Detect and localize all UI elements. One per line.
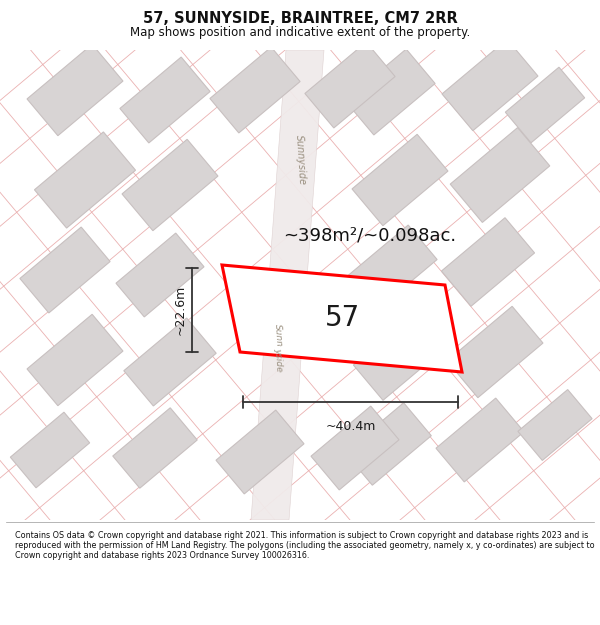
Polygon shape <box>447 306 543 398</box>
Polygon shape <box>210 47 300 133</box>
Polygon shape <box>122 139 218 231</box>
Polygon shape <box>116 233 204 317</box>
Polygon shape <box>305 42 395 128</box>
Text: 57, SUNNYSIDE, BRAINTREE, CM7 2RR: 57, SUNNYSIDE, BRAINTREE, CM7 2RR <box>143 11 457 26</box>
Text: Map shows position and indicative extent of the property.: Map shows position and indicative extent… <box>130 26 470 39</box>
Text: yside: yside <box>273 348 283 372</box>
Polygon shape <box>20 227 110 313</box>
Polygon shape <box>222 265 462 372</box>
Polygon shape <box>352 134 448 226</box>
Polygon shape <box>442 39 538 131</box>
Polygon shape <box>344 402 431 485</box>
Polygon shape <box>450 127 550 222</box>
Text: 57: 57 <box>325 304 360 332</box>
Polygon shape <box>27 44 123 136</box>
Polygon shape <box>27 314 123 406</box>
Text: ~398m²/~0.098ac.: ~398m²/~0.098ac. <box>283 226 457 244</box>
Polygon shape <box>311 406 399 490</box>
Polygon shape <box>113 408 197 488</box>
Polygon shape <box>345 49 435 135</box>
Polygon shape <box>34 132 136 228</box>
Text: Sunn: Sunn <box>273 323 283 347</box>
Text: ~22.6m: ~22.6m <box>174 285 187 335</box>
Polygon shape <box>10 412 89 488</box>
Polygon shape <box>353 312 446 400</box>
Polygon shape <box>120 57 210 143</box>
Polygon shape <box>518 389 592 461</box>
Text: ~40.4m: ~40.4m <box>325 420 376 433</box>
Text: Sunnyside: Sunnyside <box>295 134 308 186</box>
Polygon shape <box>216 410 304 494</box>
Polygon shape <box>124 318 216 406</box>
Polygon shape <box>251 50 324 520</box>
Polygon shape <box>442 217 535 306</box>
Text: Contains OS data © Crown copyright and database right 2021. This information is : Contains OS data © Crown copyright and d… <box>15 531 595 560</box>
Polygon shape <box>347 225 437 311</box>
Polygon shape <box>436 398 524 482</box>
Polygon shape <box>505 67 584 143</box>
